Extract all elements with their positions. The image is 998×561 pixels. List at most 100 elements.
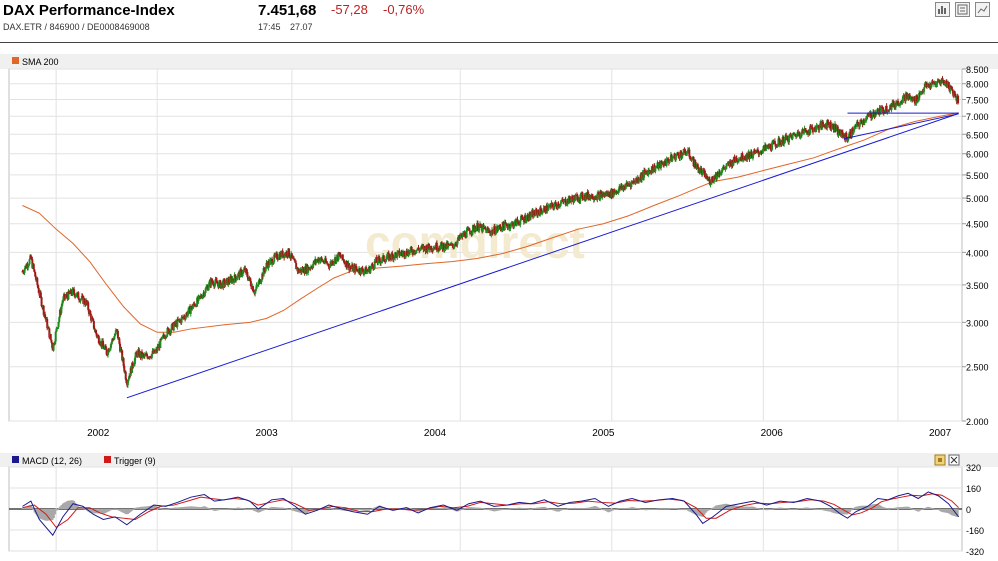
candle-body [453,246,456,248]
histogram-bar [443,507,446,509]
candle-body [493,226,496,235]
candle-body [28,259,31,265]
histogram-bar [434,508,438,509]
macd-close-icon[interactable] [948,454,960,466]
candle-body [161,336,164,338]
candle-body [53,341,56,345]
histogram-bar [142,506,146,509]
candle-body [559,202,562,206]
candle-body [33,269,36,272]
candle-body [172,325,175,331]
candle-body [944,84,947,86]
candle-body [519,220,522,225]
histogram-bar [696,509,699,516]
histogram-bar [259,509,263,512]
histogram-bar [627,507,631,509]
candle-body [868,113,871,117]
histogram-bar [329,508,333,509]
histogram-bar [531,508,535,509]
histogram-bar [192,506,195,509]
histogram-bar [129,509,132,512]
histogram-bar [179,507,182,509]
histogram-bar [932,508,935,510]
macd-settings-icon[interactable] [934,454,946,466]
histogram-bar [98,509,101,514]
histogram-bar [495,509,499,511]
histogram-bar [96,509,100,514]
histogram-bar [444,508,447,509]
candle-body [443,248,446,251]
histogram-bar [923,508,927,509]
candle-body [483,226,486,229]
candle-body [681,153,684,158]
candle-body [918,93,921,100]
histogram-bar [347,509,350,511]
histogram-bar [859,505,862,509]
candle-body [570,199,573,202]
histogram-bar [261,509,264,511]
histogram-bar [791,509,795,510]
price-plot-area[interactable] [8,68,963,422]
candle-body [29,255,32,259]
candle-body [49,334,52,340]
price-tick-label: 6.500 [966,130,989,140]
candle-body [679,152,682,159]
line-chart-icon[interactable] [975,2,990,17]
histogram-bar [661,508,664,510]
candle-body [83,298,86,304]
histogram-bar [798,508,802,509]
histogram-bar [848,509,851,513]
candle-body [371,264,374,266]
bar-chart-icon[interactable] [935,2,950,17]
histogram-bar [727,504,730,509]
candle-body [119,343,122,352]
histogram-bar [468,507,472,509]
candle-body [382,255,385,261]
histogram-bar [437,508,441,509]
candle-body [503,222,506,231]
histogram-bar [304,509,307,515]
histogram-bar [208,508,212,510]
candle-body [517,221,520,224]
candle-body [75,293,78,296]
candle-body [706,175,709,179]
histogram-bar [635,508,639,509]
candle-body [134,352,137,358]
candle-body [845,132,848,138]
histogram-bar [731,505,734,509]
histogram-bar [165,509,168,510]
histogram-bar [867,505,870,509]
candle-body [668,160,671,163]
histogram-bar [74,502,77,509]
histogram-bar [510,508,513,510]
histogram-bar [926,506,930,509]
histogram-bar [630,507,633,509]
candle-body [286,256,289,258]
candle-body [384,258,387,262]
macd-legend-swatch [12,456,19,463]
histogram-bar [511,508,515,509]
candle-body [141,354,144,358]
candle-body [537,211,540,213]
news-icon[interactable] [955,2,970,17]
histogram-bar [716,505,719,509]
candle-body [617,189,620,194]
histogram-bar [169,508,173,509]
histogram-bar [51,509,54,521]
histogram-bar [742,506,745,509]
histogram-bar [463,508,466,510]
candle-body [180,317,183,323]
histogram-bar [837,509,841,514]
candle-body [703,170,706,172]
histogram-bar [800,508,803,509]
histogram-bar [482,508,485,510]
histogram-bar [26,505,30,509]
histogram-bar [781,507,784,509]
candle-body [355,265,358,269]
candle-body [580,192,583,195]
candle-body [507,226,510,229]
histogram-bar [933,509,936,510]
candle-body [849,131,852,137]
histogram-bar [591,506,594,509]
